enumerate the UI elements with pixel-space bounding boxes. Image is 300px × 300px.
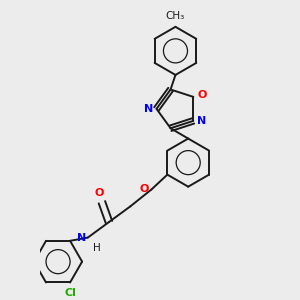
Text: CH₃: CH₃: [166, 11, 185, 21]
Text: O: O: [94, 188, 104, 198]
Text: O: O: [197, 91, 206, 100]
Text: H: H: [93, 243, 100, 253]
Text: Cl: Cl: [64, 288, 76, 298]
Text: O: O: [140, 184, 149, 194]
Text: N: N: [197, 116, 206, 126]
Text: N: N: [77, 233, 86, 243]
Text: N: N: [144, 104, 153, 114]
